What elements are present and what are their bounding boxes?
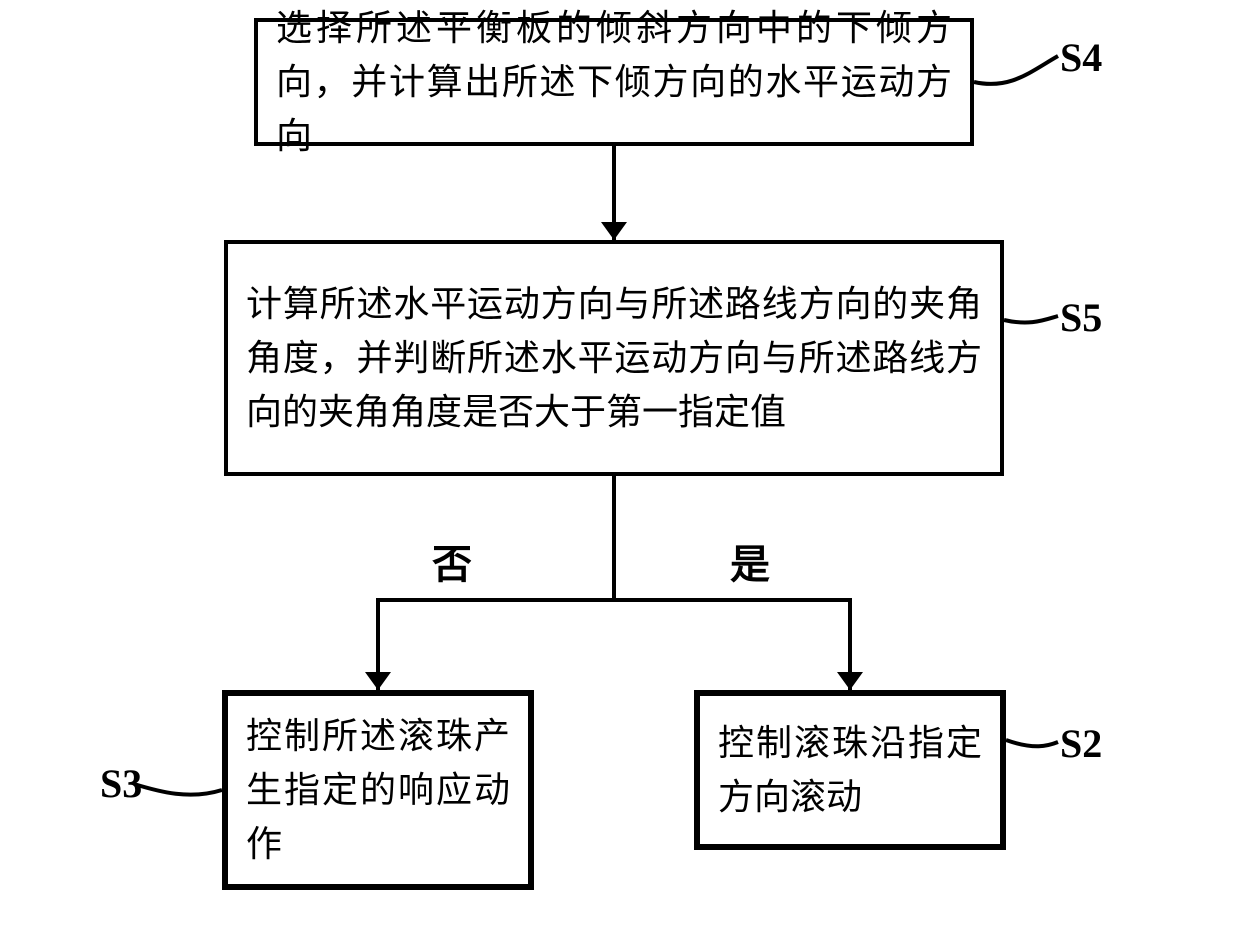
label-s3: S3: [100, 760, 142, 807]
flowchart-canvas: 选择所述平衡板的倾斜方向中的下倾方向，并计算出所述下倾方向的水平运动方向 计算所…: [0, 0, 1240, 929]
node-s3-text: 控制所述滚珠产生指定的响应动作: [246, 709, 510, 871]
edge-label-yes: 是: [730, 532, 770, 590]
label-s2: S2: [1060, 720, 1102, 767]
label-s5: S5: [1060, 294, 1102, 341]
node-s3: 控制所述滚珠产生指定的响应动作: [222, 690, 534, 890]
node-s4-text: 选择所述平衡板的倾斜方向中的下倾方向，并计算出所述下倾方向的水平运动方向: [276, 1, 952, 163]
node-s5: 计算所述水平运动方向与所述路线方向的夹角角度，并判断所述水平运动方向与所述路线方…: [224, 240, 1004, 476]
node-s5-text: 计算所述水平运动方向与所述路线方向的夹角角度，并判断所述水平运动方向与所述路线方…: [246, 277, 982, 439]
node-s2-text: 控制滚珠沿指定方向滚动: [718, 716, 982, 824]
node-s2: 控制滚珠沿指定方向滚动: [694, 690, 1006, 850]
edge-label-no: 否: [432, 532, 472, 590]
label-s4: S4: [1060, 34, 1102, 81]
node-s4: 选择所述平衡板的倾斜方向中的下倾方向，并计算出所述下倾方向的水平运动方向: [254, 18, 974, 146]
